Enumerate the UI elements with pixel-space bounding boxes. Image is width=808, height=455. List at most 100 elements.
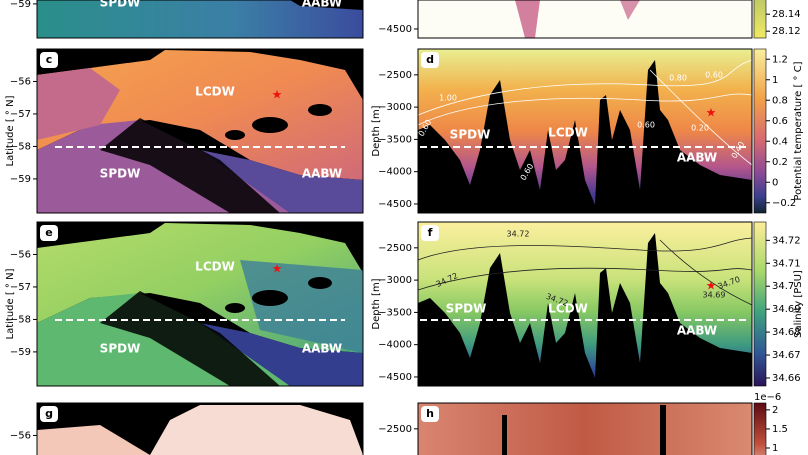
colorbar-tick-label: 1.2 [772,54,788,65]
panel-letter-box [40,406,58,422]
colorbar [753,402,767,455]
contour [417,93,753,126]
contour-label: 0.80 [669,74,687,83]
land-mask [100,118,280,213]
land-mask [308,104,332,116]
colorbar-tick-label: 1.5 [772,424,788,435]
panel-letter: h [426,407,434,420]
land-mask [100,291,280,386]
map-field [200,150,363,213]
contour [417,267,753,291]
section-field [620,0,640,20]
colorbar-tick-label: 34.72 [772,235,801,246]
water-mass: AABW [677,151,717,165]
y-tick-label: −2500 [378,70,412,81]
frame [417,402,753,455]
y-tick-label: −59 [10,347,31,358]
colorbar-tick-label: 34.67 [772,350,801,361]
frame [417,0,753,39]
section-panel: ★ d SPDW LCDW AABW 1.00 0.80 0.60 0.60 0… [371,48,753,214]
colorbar-tick-label: 34.7 [772,281,794,292]
water-mass: SPDW [446,302,487,316]
frame [36,221,364,387]
map-field [240,260,363,353]
water-mass: LCDW [548,126,588,140]
colorbar-scale: 1e−6 [754,392,781,403]
y-tick-label: −56 [10,76,31,87]
contour-label: 34.69 [703,291,726,300]
frame [36,48,364,214]
colorbar-label: Potential temperature [ ° C] [793,61,804,200]
panel-letter-box [421,406,439,422]
colorbar-tick-label: 1 [772,75,778,86]
water-mass: LCDW [548,302,588,316]
section-panel: ★ f SPDW LCDW AABW 34.72 34.72 34.72 34.… [371,221,753,387]
map-panel: SPDW AABW [36,0,364,39]
water-mass: AABW [677,324,717,338]
panel-letter-box [421,225,439,241]
colorbar-tick-label: 28.12 [772,26,801,37]
contour [417,59,753,116]
map-field [37,68,120,140]
section-field [418,0,752,38]
colorbar [753,221,767,387]
map-panel: g [36,402,364,455]
y-tick-label: −3000 [378,102,412,113]
colorbar-tick-label: 0.2 [772,157,788,168]
seafloor [502,415,507,455]
land-mask [225,303,245,313]
colorbar-tick-label: 0.6 [772,116,788,127]
water-mass: SPDW [100,0,141,10]
contour-label: 0.60 [637,121,655,130]
contour-label: 0.60 [705,71,723,80]
panel-letter: g [45,407,53,420]
water-mass: SPDW [100,167,141,181]
colorbar-label: Salinity [PSU] [793,270,804,338]
water-mass: SPDW [450,128,491,142]
contour [659,239,753,306]
y-axis-label: Latitude [ ° N] [5,268,16,339]
y-tick-label: −3500 [378,134,412,145]
y-axis-label: Latitude [ ° N] [5,95,16,166]
station-marker: ★ [272,262,283,276]
frame [417,48,753,214]
colorbar-tick-label: 2 [772,405,778,416]
y-tick-label: −56 [10,249,31,260]
y-tick-label: −2500 [378,243,412,254]
map-field [150,405,363,455]
y-axis-label: Depth [m] [371,105,382,156]
contour [417,237,753,261]
section-panel: h [417,402,753,455]
section-field [515,0,540,38]
land-mask [252,117,288,133]
y-tick-label: −58 [10,141,31,152]
land-mask [225,130,245,140]
colorbar-tick-label: 1 [772,443,778,454]
colorbar-tick-label: 34.66 [772,373,801,384]
water-mass: SPDW [100,342,141,356]
colorbar-tick-label: 34.69 [772,304,801,315]
y-tick-label: −58 [10,314,31,325]
frame [417,221,753,387]
water-mass: AABW [302,167,342,181]
map-panel: ★ c LCDW SPDW AABW Latitude [ ° N] [5,48,364,214]
colorbar-tick-label: 0 [772,177,778,188]
land-mask [308,277,332,289]
station-marker: ★ [706,106,717,120]
station-marker: ★ [706,279,717,293]
panel-letter: f [428,226,433,239]
station-marker: ★ [272,88,283,102]
map-field [37,425,150,455]
panel-letter: d [426,53,434,66]
panel-letter-box [40,225,58,241]
water-mass: AABW [302,0,342,10]
land-mask [252,290,288,306]
section-panel [417,0,753,39]
water-mass: LCDW [195,85,235,99]
y-tick-label: −59 [10,0,31,10]
panel-letter-box [40,52,58,68]
map-field [200,323,363,386]
colorbar-tick-label: −0.2 [772,198,796,209]
frame [36,0,364,39]
